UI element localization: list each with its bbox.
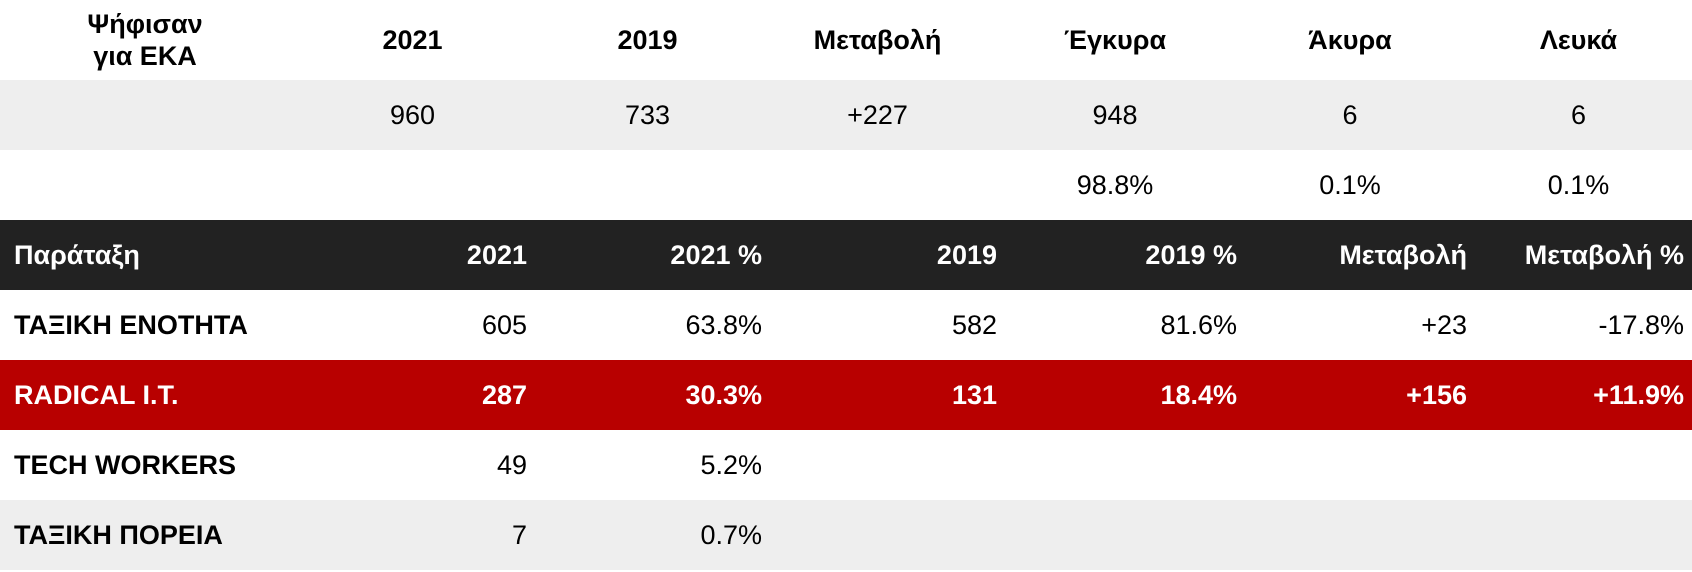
summary-cell: 0.1% [1235, 150, 1465, 220]
table-cell: 0.7% [535, 500, 770, 570]
table-cell [770, 430, 1005, 500]
table-row: ΤΑΞΙΚΗ ΠΟΡΕΙΑ 7 0.7% [0, 500, 1692, 570]
faction-header: Παράταξη [0, 220, 290, 290]
faction-name: ΤΑΞΙΚΗ ΕΝΟΤΗΤΑ [0, 290, 290, 360]
table-cell: 287 [290, 360, 535, 430]
table-cell [1005, 430, 1245, 500]
summary-cell [290, 150, 535, 220]
table-cell: 582 [770, 290, 1005, 360]
summary-cell: +227 [760, 80, 995, 150]
table-cell: +23 [1245, 290, 1475, 360]
votes-2021-header: 2021 [290, 220, 535, 290]
summary-cell: 6 [1235, 80, 1465, 150]
table-cell [1005, 500, 1245, 570]
table-cell [770, 500, 1005, 570]
summary-cell: 6 [1465, 80, 1692, 150]
summary-cell: 0.1% [1465, 150, 1692, 220]
year-2021-header: 2021 [382, 25, 443, 55]
results-table: Παράταξη 2021 2021 % 2019 2019 % Μεταβολ… [0, 220, 1692, 570]
votes-2019-header: 2019 [770, 220, 1005, 290]
change-header: Μεταβολή [813, 25, 942, 55]
summary-cell: 960 [290, 80, 535, 150]
table-cell: 605 [290, 290, 535, 360]
faction-name: TECH WORKERS [0, 430, 290, 500]
invalid-header: Άκυρα [1308, 25, 1392, 55]
table-cell: 30.3% [535, 360, 770, 430]
table-cell: 5.2% [535, 430, 770, 500]
table-cell: -17.8% [1475, 290, 1692, 360]
voted-header: Ψήφισαν για ΕΚΑ [87, 9, 203, 71]
table-row: ΤΑΞΙΚΗ ΕΝΟΤΗΤΑ 605 63.8% 582 81.6% +23 -… [0, 290, 1692, 360]
table-cell: +11.9% [1475, 360, 1692, 430]
table-cell: 7 [290, 500, 535, 570]
table-cell: 63.8% [535, 290, 770, 360]
faction-name: ΤΑΞΙΚΗ ΠΟΡΕΙΑ [0, 500, 290, 570]
table-cell: 49 [290, 430, 535, 500]
table-cell: +156 [1245, 360, 1475, 430]
summary-header-row: Ψήφισαν για ΕΚΑ 2021 2019 Μεταβολή Έγκυρ… [0, 0, 1692, 80]
year-2019-header: 2019 [617, 25, 678, 55]
change-pct-header: Μεταβολή % [1475, 220, 1692, 290]
blank-header: Λευκά [1539, 25, 1618, 55]
faction-name: RADICAL I.T. [0, 360, 290, 430]
summary-cell: 948 [995, 80, 1235, 150]
summary-cell [0, 150, 290, 220]
valid-header: Έγκυρα [1063, 25, 1167, 55]
table-row-highlighted: RADICAL I.T. 287 30.3% 131 18.4% +156 +1… [0, 360, 1692, 430]
table-row: TECH WORKERS 49 5.2% [0, 430, 1692, 500]
table-cell [1245, 430, 1475, 500]
change-header: Μεταβολή [1245, 220, 1475, 290]
summary-cell [760, 150, 995, 220]
table-cell: 18.4% [1005, 360, 1245, 430]
table-cell [1475, 500, 1692, 570]
summary-cell [0, 80, 290, 150]
results-header-row: Παράταξη 2021 2021 % 2019 2019 % Μεταβολ… [0, 220, 1692, 290]
table-cell [1475, 430, 1692, 500]
turnout-summary-table: Ψήφισαν για ΕΚΑ 2021 2019 Μεταβολή Έγκυρ… [0, 0, 1692, 220]
table-cell [1245, 500, 1475, 570]
summary-counts-row: 960 733 +227 948 6 6 [0, 80, 1692, 150]
summary-cell: 98.8% [995, 150, 1235, 220]
summary-cell: 733 [535, 80, 760, 150]
pct-2021-header: 2021 % [535, 220, 770, 290]
summary-cell [535, 150, 760, 220]
summary-percent-row: 98.8% 0.1% 0.1% [0, 150, 1692, 220]
table-cell: 131 [770, 360, 1005, 430]
table-cell: 81.6% [1005, 290, 1245, 360]
pct-2019-header: 2019 % [1005, 220, 1245, 290]
